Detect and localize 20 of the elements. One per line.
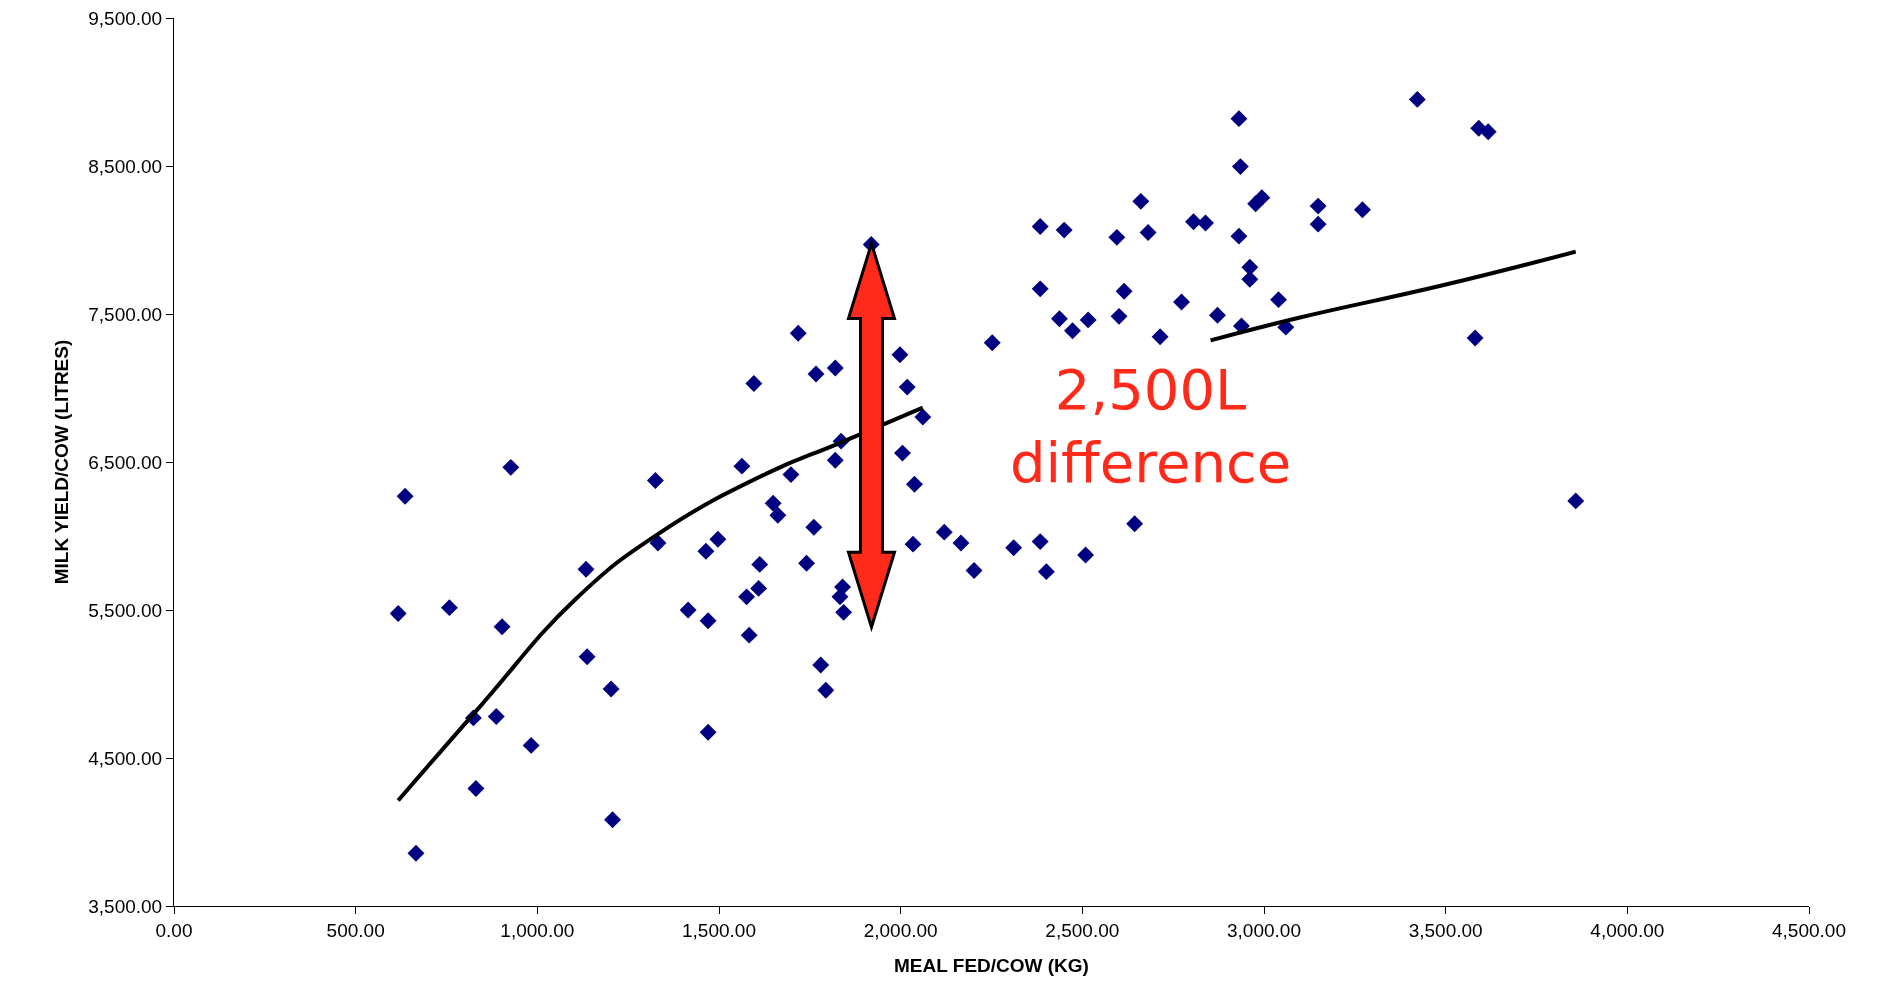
x-tick-label: 500.00 bbox=[326, 919, 385, 941]
x-tick-label: 2,000.00 bbox=[863, 919, 938, 941]
y-tick-label: 3,500.00 bbox=[88, 895, 163, 917]
annotation: 2,500L difference bbox=[1010, 357, 1292, 495]
x-tick-label: 3,500.00 bbox=[1408, 919, 1483, 941]
x-tick-label: 4,000.00 bbox=[1590, 919, 1665, 941]
x-tick-label: 3,000.00 bbox=[1227, 919, 1301, 941]
y-tick-label: 4,500.00 bbox=[88, 747, 163, 769]
x-axis-title: MEAL FED/COW (KG) bbox=[894, 954, 1089, 976]
x-tick-label: 4,500.00 bbox=[1772, 919, 1846, 941]
x-tick-label: 2,500.00 bbox=[1045, 919, 1120, 941]
x-tick-label: 1,000.00 bbox=[500, 919, 575, 941]
x-tick-label: 0.00 bbox=[155, 919, 193, 941]
x-tick-label: 1,500.00 bbox=[682, 919, 756, 941]
y-tick-label: 9,500.00 bbox=[88, 7, 163, 29]
y-tick-label: 5,500.00 bbox=[88, 599, 163, 621]
y-tick-label: 8,500.00 bbox=[88, 155, 163, 177]
y-tick-label: 7,500.00 bbox=[88, 303, 163, 325]
y-axis-title: MILK YIELD/COW (LITRES) bbox=[51, 339, 73, 585]
y-tick-label: 6,500.00 bbox=[88, 451, 163, 473]
